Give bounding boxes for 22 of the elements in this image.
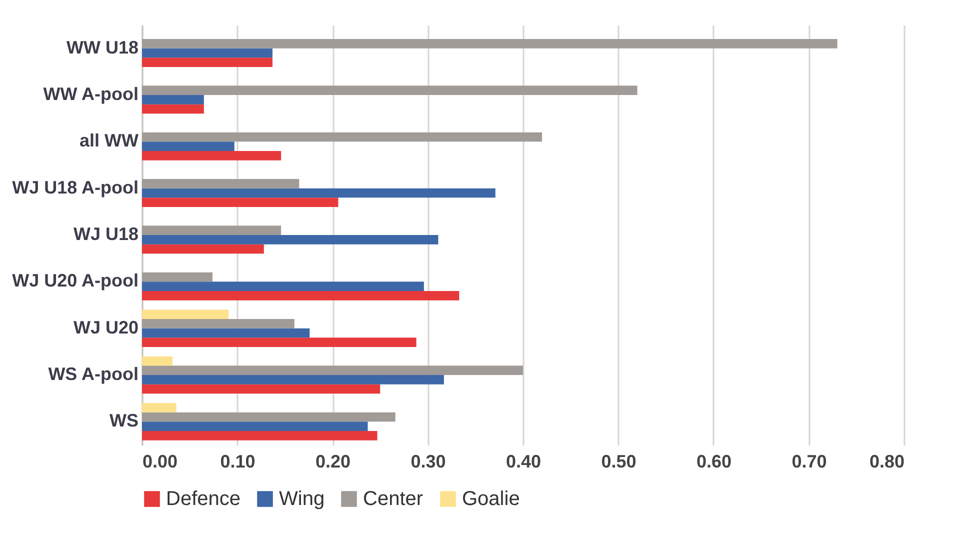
y-tick-label: WJ U20 A-pool (12, 270, 138, 291)
legend-label: Wing (279, 488, 325, 510)
y-tick-label: WW A-pool (43, 84, 138, 104)
x-tick-label: 0.30 (410, 452, 446, 472)
legend-label: Goalie (462, 488, 520, 510)
y-tick-label: WS A-pool (48, 364, 138, 384)
x-tick-label: 0.40 (506, 452, 542, 472)
x-tick-label: 0.00 (142, 452, 178, 472)
x-tick-label: 0.20 (315, 452, 351, 472)
y-tick-label: WW U18 (66, 37, 138, 58)
x-tick-label: 0.70 (792, 452, 827, 472)
y-tick-label: WJ U18 A-pool (12, 177, 138, 198)
x-tick-label: 0.80 (869, 452, 904, 472)
y-tick-label: WS (110, 410, 138, 431)
y-tick-label: WJ U18 (73, 224, 138, 244)
x-tick-label: 0.50 (601, 452, 636, 472)
x-tick-label: 0.10 (220, 452, 256, 472)
y-tick-label: all WW (80, 130, 139, 151)
x-tick-label: 0.60 (696, 452, 732, 472)
y-tick-label: WJ U20 (73, 317, 138, 338)
legend-label: Center (363, 488, 424, 510)
legend-label: Defence (166, 488, 240, 510)
